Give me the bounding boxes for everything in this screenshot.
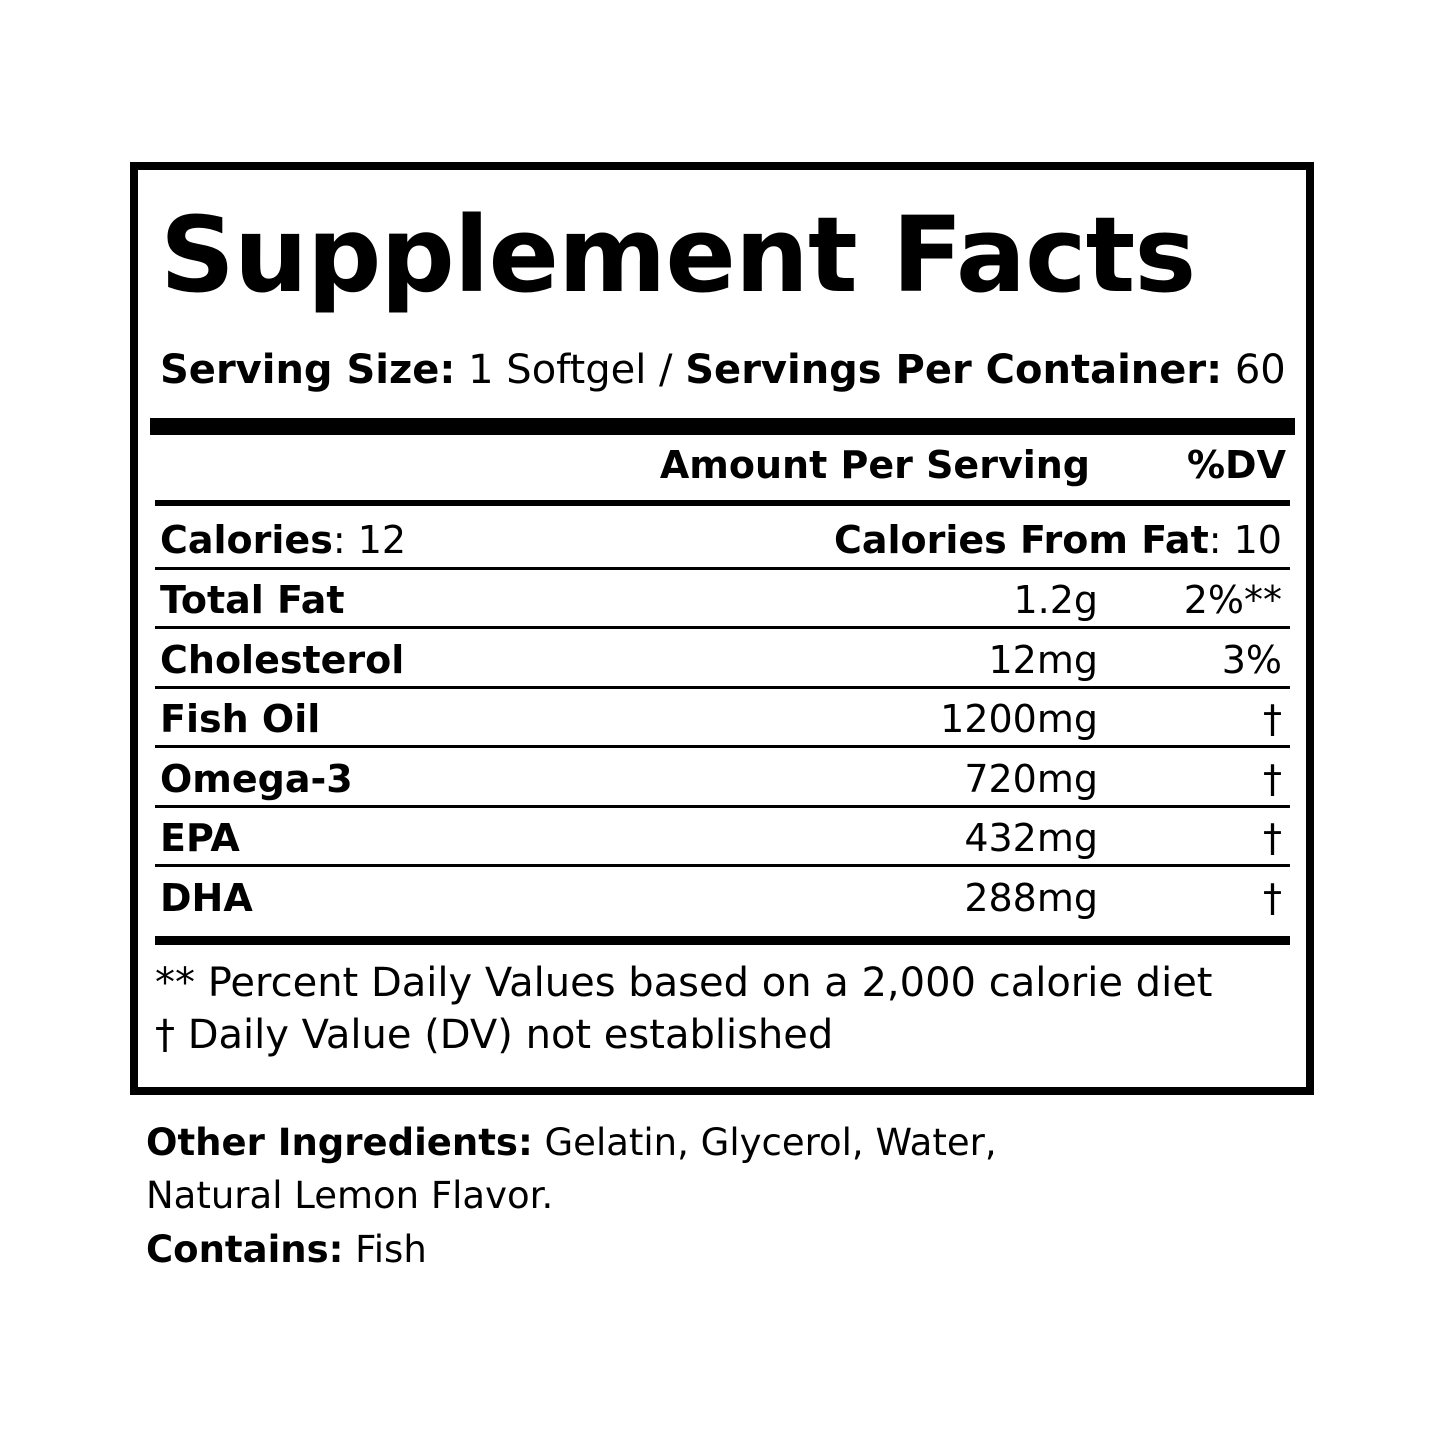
supplement-facts-panel — [130, 162, 1314, 1095]
amount-per-serving-header: Amount Per Serving — [659, 443, 1090, 487]
nutrient-amount: 288mg — [964, 875, 1098, 920]
nutrient-amount: 12mg — [988, 637, 1099, 682]
contains-value: Fish — [343, 1228, 427, 1271]
divider — [155, 626, 1290, 629]
contains: Contains: Fish — [146, 1225, 427, 1275]
other-ingredients-line2: Natural Lemon Flavor. — [146, 1174, 554, 1217]
other-ingredients-label: Other Ingredients: — [146, 1121, 533, 1164]
thick-divider — [155, 936, 1290, 945]
other-ingredients-line1: Gelatin, Glycerol, Water, — [532, 1121, 997, 1164]
calories-label: Calories — [160, 518, 333, 562]
footnote-dv-not-established: † Daily Value (DV) not established — [155, 1012, 834, 1058]
divider — [155, 804, 1290, 808]
nutrient-row: Total Fat 1.2g 2%** — [160, 575, 1282, 625]
divider — [155, 864, 1290, 867]
nutrient-name: Cholesterol — [160, 637, 405, 682]
nutrient-name: DHA — [160, 875, 253, 920]
servings-per-container-label: Servings Per Container: — [685, 347, 1223, 393]
nutrient-row: EPA 432mg † — [160, 813, 1282, 863]
nutrient-dv: † — [1263, 756, 1282, 801]
contains-label: Contains: — [146, 1228, 344, 1271]
nutrient-dv: † — [1263, 816, 1282, 860]
nutrient-name: Total Fat — [160, 578, 345, 622]
nutrient-dv: 3% — [1221, 637, 1282, 682]
serving-size-value: 1 Softgel / — [455, 347, 686, 393]
dv-header: %DV — [1186, 443, 1286, 487]
header-row: Amount Per Serving %DV — [160, 440, 1286, 490]
nutrient-row: DHA 288mg † — [160, 873, 1282, 923]
calories-row: Calories: 12 Calories From Fat: 10 — [160, 515, 1282, 565]
nutrient-dv: † — [1263, 875, 1282, 920]
nutrient-dv: † — [1263, 697, 1282, 741]
calories-from-fat-label: Calories From Fat — [833, 518, 1209, 562]
footnote-dv-basis: ** Percent Daily Values based on a 2,000… — [155, 960, 1213, 1006]
nutrient-name: Fish Oil — [160, 697, 321, 741]
nutrient-row: Fish Oil 1200mg † — [160, 694, 1282, 744]
nutrient-dv: 2%** — [1183, 578, 1282, 622]
nutrient-amount: 1200mg — [940, 697, 1098, 741]
servings-per-container-value: 60 — [1222, 347, 1286, 393]
nutrient-row: Cholesterol 12mg 3% — [160, 635, 1282, 685]
divider — [155, 500, 1290, 506]
nutrient-name: EPA — [160, 816, 240, 860]
nutrient-name: Omega-3 — [160, 756, 353, 801]
calories-from-fat-value: : 10 — [1208, 518, 1282, 562]
divider — [155, 567, 1290, 570]
divider — [155, 745, 1290, 748]
other-ingredients: Other Ingredients: Gelatin, Glycerol, Wa… — [146, 1118, 997, 1168]
nutrient-amount: 1.2g — [1013, 578, 1098, 622]
nutrient-amount: 720mg — [964, 756, 1098, 801]
divider — [155, 685, 1290, 689]
panel-title: Supplement Facts — [160, 194, 1196, 316]
nutrient-amount: 432mg — [964, 816, 1098, 860]
nutrient-row: Omega-3 720mg † — [160, 754, 1282, 804]
serving-size-label: Serving Size: — [160, 347, 456, 393]
calories-value: : 12 — [332, 518, 407, 562]
thick-divider — [150, 418, 1295, 435]
serving-info: Serving Size: 1 Softgel / Servings Per C… — [160, 345, 1286, 395]
